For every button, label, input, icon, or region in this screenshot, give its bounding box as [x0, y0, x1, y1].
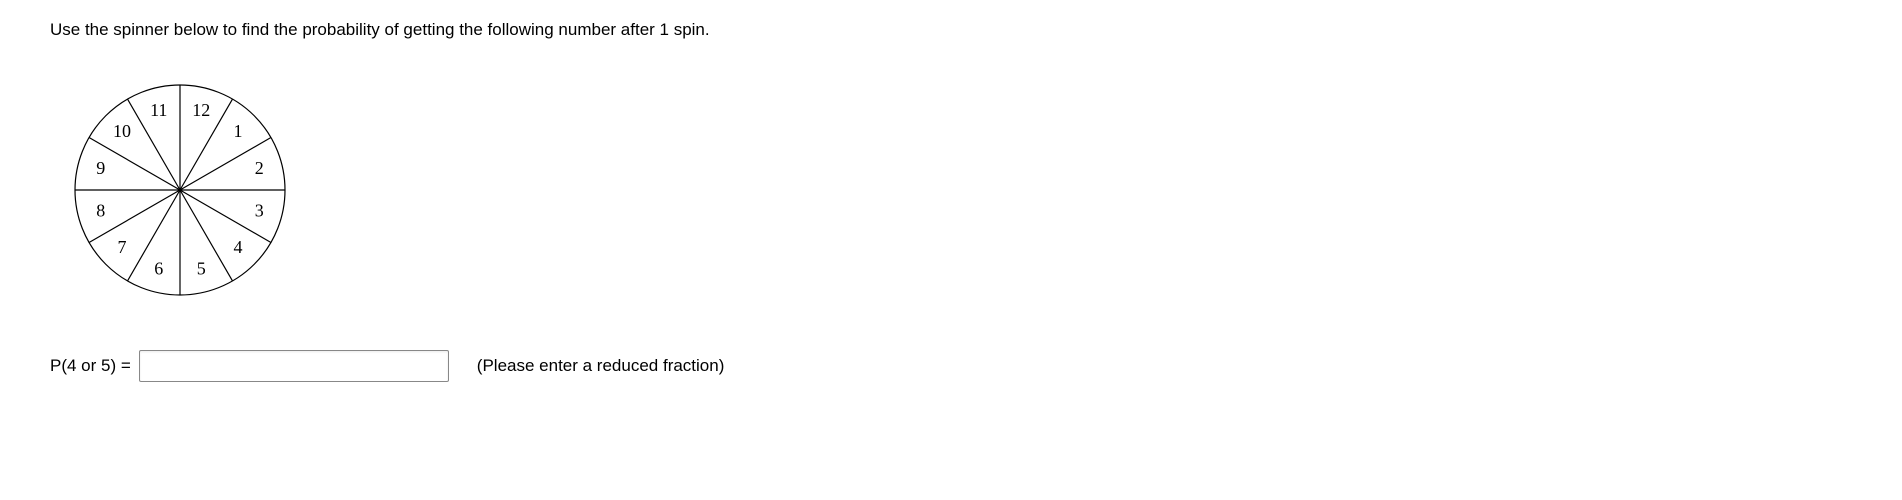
- spinner-segment-label: 5: [197, 258, 206, 278]
- spinner-diagram: 121234567891011: [60, 70, 1852, 310]
- spinner-segment-label: 8: [96, 200, 105, 220]
- spinner-segment-label: 10: [113, 121, 131, 141]
- spinner-segment-label: 4: [233, 237, 242, 257]
- answer-label: P(4 or 5) =: [50, 356, 131, 376]
- answer-input[interactable]: [139, 350, 449, 382]
- spinner-segment-label: 12: [192, 100, 210, 120]
- spinner-svg: 121234567891011: [60, 70, 300, 310]
- spinner-segment-label: 9: [96, 158, 105, 178]
- answer-hint: (Please enter a reduced fraction): [477, 356, 725, 376]
- spinner-segment-label: 3: [255, 200, 264, 220]
- question-prompt: Use the spinner below to find the probab…: [50, 20, 1852, 40]
- spinner-segment-label: 11: [150, 100, 167, 120]
- spinner-segment-label: 6: [154, 258, 163, 278]
- spinner-segment-label: 2: [255, 158, 264, 178]
- spinner-segment-label: 1: [233, 121, 242, 141]
- answer-row: P(4 or 5) = (Please enter a reduced frac…: [50, 350, 1852, 382]
- spinner-segment-label: 7: [118, 237, 127, 257]
